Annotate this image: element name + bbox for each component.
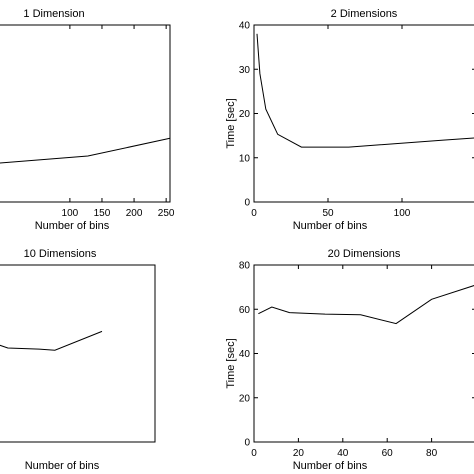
chart-title: 2 Dimensions [331,8,398,20]
chart-title: 1 Dimension [23,8,84,20]
y-axis-label: Time [sec] [225,98,237,148]
series-line [0,137,171,164]
x-axis-label: Number of bins [293,220,368,232]
chart-panel-2: 2 Dimensions 0 50 100 0 10 20 30 40 Number of bin… [225,8,474,232]
y-tick-label: 0 [244,198,250,209]
x-axis-label: Number of bins [35,220,110,232]
x-tick-label: 250 [158,208,175,219]
x-tick-label: 60 [382,448,394,459]
series-line [258,285,474,325]
series-line [0,330,103,351]
chart-title: 10 Dimensions [24,248,97,260]
x-tick-label: 100 [62,208,79,219]
x-tick-label: 40 [337,448,349,459]
x-tick-label: 150 [94,208,111,219]
x-tick-label: 50 [322,208,334,219]
x-axis-label: Number of bins [25,460,100,472]
chart-title: 20 Dimensions [328,248,401,260]
plot-frame [0,24,171,203]
plot-frame [0,264,156,443]
y-tick-label: 0 [244,438,250,449]
chart-panel-3: 10 Dimensions Number of bins [0,248,156,472]
plot-frame [253,24,474,203]
x-tick-label: 0 [251,208,257,219]
y-tick-label: 40 [239,21,251,32]
y-tick-label: 60 [239,305,251,316]
series-line [256,33,474,148]
y-axis-label: Time [sec] [225,338,237,388]
y-tick-label: 80 [239,261,251,272]
x-tick-label: 200 [126,208,143,219]
x-tick-label: 80 [426,448,438,459]
y-tick-label: 20 [239,393,251,404]
y-tick-label: 20 [239,109,251,120]
x-tick-label: 0 [251,448,257,459]
x-axis-label: Number of bins [293,460,368,472]
x-tick-label: 100 [394,208,411,219]
chart-panel-4: 20 Dimensions 0 20 40 60 80 0 20 40 60 80 Number of… [225,248,474,472]
plot-frame [253,264,474,443]
x-tick-label: 20 [293,448,305,459]
y-tick-label: 10 [239,153,251,164]
chart-panel-1: 1 Dimension 100 150 200 250 Number of bins [0,8,175,232]
y-tick-label: 40 [239,349,251,360]
y-tick-label: 30 [239,65,251,76]
